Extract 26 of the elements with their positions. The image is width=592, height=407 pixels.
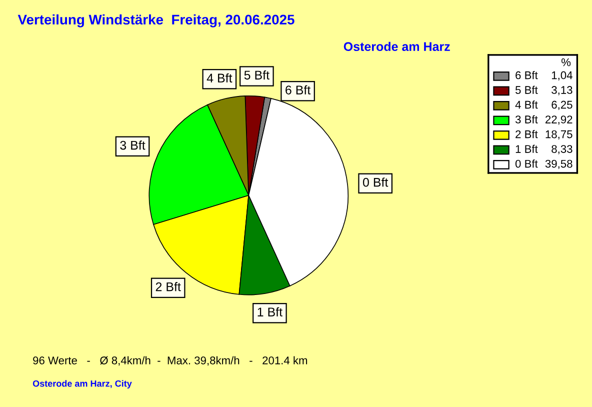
text: 96 Werte - Ø 8,4km/h - Max. 39,8km/h - 201.4 km (33, 356, 308, 366)
data-label: 22,92 (546, 116, 572, 125)
data-label: 39,58 (545, 160, 572, 170)
chart-title: Verteilung Windstärke Freitag, 20.06.2025 (18, 14, 294, 28)
legend-label: 0 Bft (515, 160, 538, 168)
chart-subtitle: Osterode am Harz (344, 42, 450, 51)
slice-label: 5 Bft (244, 70, 270, 80)
data-label: 3,13 (552, 86, 572, 96)
data-label: 8,33 (552, 145, 572, 154)
slice-label: 3 Bft (120, 140, 146, 150)
slice-label: 4 Bft (206, 73, 232, 82)
legend-label: 2 Bft (516, 130, 538, 138)
category-label: 6 Bft (286, 85, 311, 94)
legend-label: 4 Bft (515, 100, 538, 109)
legend-label: 6 Bft (516, 71, 538, 80)
data-label: 18,75 (546, 130, 572, 140)
text: Osterode am Harz, City (32, 380, 132, 389)
legend-title: % (562, 58, 571, 66)
slice-label: 0 Bft (362, 178, 388, 187)
legend-label: 5 Bft (515, 86, 538, 94)
slice-label: 1 Bft (258, 307, 282, 316)
data-label: 1,04 (552, 71, 572, 80)
data-label: 6,25 (552, 100, 572, 110)
legend-label: 1 Bft (516, 144, 538, 153)
slice-label: 2 Bft (156, 282, 181, 292)
legend-label: 3 Bft (515, 115, 538, 124)
